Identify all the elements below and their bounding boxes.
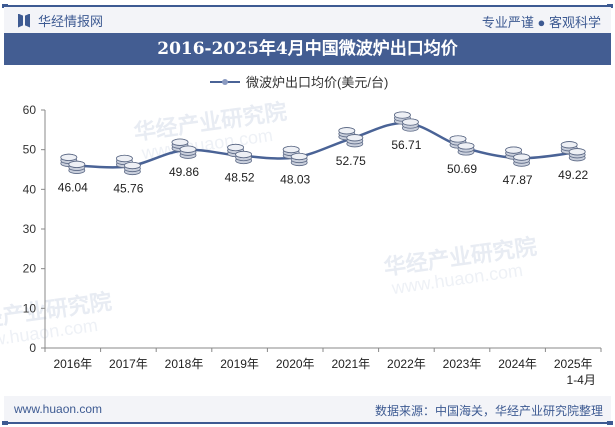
svg-text:2021年: 2021年 (331, 357, 370, 371)
footer-source: 数据来源：中国海关，华经产业研究院整理 (374, 404, 603, 418)
svg-text:40: 40 (23, 182, 37, 196)
svg-text:50: 50 (23, 143, 37, 157)
data-label: 49.22 (558, 168, 588, 182)
slogan: 专业严谨 ● 客观科学 (481, 15, 601, 30)
svg-text:0: 0 (29, 341, 36, 355)
data-label: 48.52 (225, 171, 255, 185)
svg-text:2018年: 2018年 (165, 357, 204, 371)
svg-text:20: 20 (23, 262, 37, 276)
coin-marker-icon (338, 127, 364, 148)
coin-marker-icon (116, 154, 141, 176)
svg-text:10: 10 (23, 301, 37, 315)
svg-text:1-4月: 1-4月 (567, 373, 596, 387)
svg-text:2017年: 2017年 (109, 357, 148, 371)
data-label: 50.69 (447, 162, 477, 176)
coin-marker-icon (393, 111, 419, 132)
svg-text:2016年: 2016年 (53, 357, 92, 371)
axes: 0 10 20 30 40 50 60 2016年 2017年 2018年 2019年 2020年 20… (23, 103, 602, 387)
coin-marker-icon (560, 141, 586, 162)
coin-marker-icon (60, 153, 86, 174)
footer: www.huaon.com 数据来源：中国海关，华经产业研究院整理 (4, 396, 611, 422)
brand-logo-icon (18, 13, 30, 28)
data-label: 46.04 (58, 180, 88, 194)
footer-url[interactable]: www.huaon.com (14, 402, 103, 416)
data-label: 49.86 (169, 165, 199, 179)
svg-text:2024年: 2024年 (498, 357, 537, 371)
data-labels: 46.04 45.76 49.86 48.52 48.03 52.75 56.71 50.69… (58, 138, 589, 195)
data-label: 45.76 (113, 181, 143, 195)
brand-name: 华经情报网 (38, 14, 104, 29)
coin-marker-icon (449, 135, 475, 156)
svg-text:60: 60 (23, 103, 37, 117)
coin-marker-icon (171, 138, 197, 159)
coin-markers (60, 111, 586, 176)
data-label: 48.03 (280, 172, 310, 186)
coin-marker-icon (282, 145, 308, 167)
svg-text:2020年: 2020年 (276, 357, 315, 371)
top-border (2, 4, 613, 8)
chart-title: 2016-2025年4月中国微波炉出口均价 (4, 33, 611, 65)
data-label: 56.71 (391, 138, 421, 152)
legend: 微波炉出口均价(美元/台) (210, 72, 388, 91)
line-chart: 华经产业研究院www.huaon.com华经产业研究院www.huaon.com… (0, 99, 602, 387)
svg-text:2025年: 2025年 (554, 357, 593, 371)
svg-text:2022年: 2022年 (387, 357, 426, 371)
brand-bar: 华经情报网 专业严谨 ● 客观科学 (4, 7, 611, 33)
coin-marker-icon (227, 143, 253, 165)
svg-text:2019年: 2019年 (220, 357, 259, 371)
legend-label: 微波炉出口均价(美元/台) (246, 75, 389, 90)
brand: 华经情报网 (18, 11, 103, 30)
coin-marker-icon (505, 146, 530, 167)
bottom-border (2, 421, 613, 425)
svg-text:30: 30 (23, 222, 37, 236)
data-label: 52.75 (336, 154, 366, 168)
svg-text:2023年: 2023年 (443, 357, 482, 371)
series-line (72, 121, 574, 169)
legend-line-icon (210, 78, 240, 85)
data-label: 47.87 (503, 173, 533, 187)
